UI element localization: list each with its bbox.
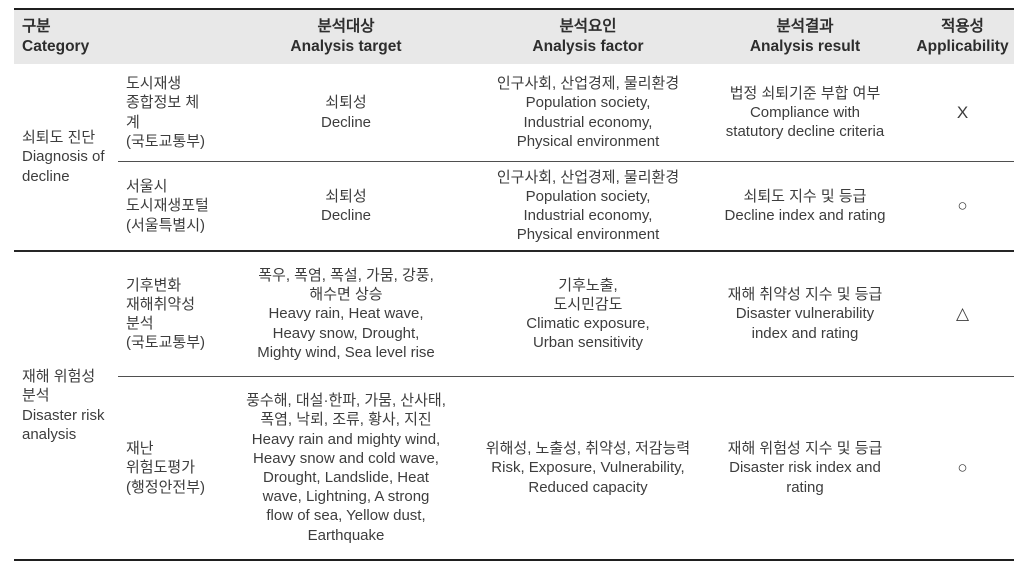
result-cell: 쇠퇴도 지수 및 등급 Decline index and rating [699, 162, 911, 252]
applicability-mark: ○ [957, 458, 968, 478]
result-cell: 법정 쇠퇴기준 부합 여부 Compliance with statutory … [699, 64, 911, 162]
factor-cell: 위해성, 노출성, 취약성, 저감능력 Risk, Exposure, Vuln… [485, 440, 691, 496]
factor-cell: 인구사회, 산업경제, 물리환경 Population society, Ind… [477, 162, 699, 252]
result-cell: 재해 위험성 지수 및 등급 Disaster risk index and r… [727, 440, 883, 496]
system-cell: 재난 위험도평가 (행정안전부) [126, 440, 205, 496]
target-cell: 쇠퇴성 Decline [215, 162, 477, 252]
system-cell: 기후변화 재해취약성 분석 (국토교통부) [118, 252, 215, 377]
target-cell: 풍수해, 대설·한파, 가뭄, 산사태, 폭염, 낙뢰, 조류, 황사, 지진 … [246, 392, 446, 544]
target-cell: 쇠퇴성 Decline [215, 64, 477, 162]
category-cell-diagnosis-of-decline: 쇠퇴도 진단 Diagnosis of decline [14, 64, 118, 252]
system-cell: 서울시 도시재생포털 (서울특별시) [118, 162, 215, 252]
analysis-comparison-table: 구분 Category 분석대상 Analysis target 분석요인 An… [14, 8, 1014, 561]
applicability-mark: △ [911, 252, 1014, 377]
header-applicability: 적용성 Applicability [911, 10, 1014, 64]
header-analysis-factor: 분석요인 Analysis factor [477, 10, 699, 64]
header-analysis-result: 분석결과 Analysis result [699, 10, 911, 64]
system-cell: 도시재생 종합정보 체계 (국토교통부) [118, 64, 215, 162]
result-cell: 재해 취약성 지수 및 등급 Disaster vulnerability in… [699, 252, 911, 377]
header-analysis-target: 분석대상 Analysis target [215, 10, 477, 64]
applicability-mark: X [911, 64, 1014, 162]
target-cell: 폭우, 폭염, 폭설, 가뭄, 강풍, 해수면 상승 Heavy rain, H… [215, 252, 477, 377]
factor-cell: 인구사회, 산업경제, 물리환경 Population society, Ind… [477, 64, 699, 162]
category-cell-disaster-risk-analysis: 재해 위험성 분석 Disaster risk analysis [22, 368, 105, 443]
applicability-mark: ○ [911, 162, 1014, 252]
factor-cell: 기후노출, 도시민감도 Climatic exposure, Urban sen… [477, 252, 699, 377]
header-category: 구분 Category [14, 10, 215, 64]
